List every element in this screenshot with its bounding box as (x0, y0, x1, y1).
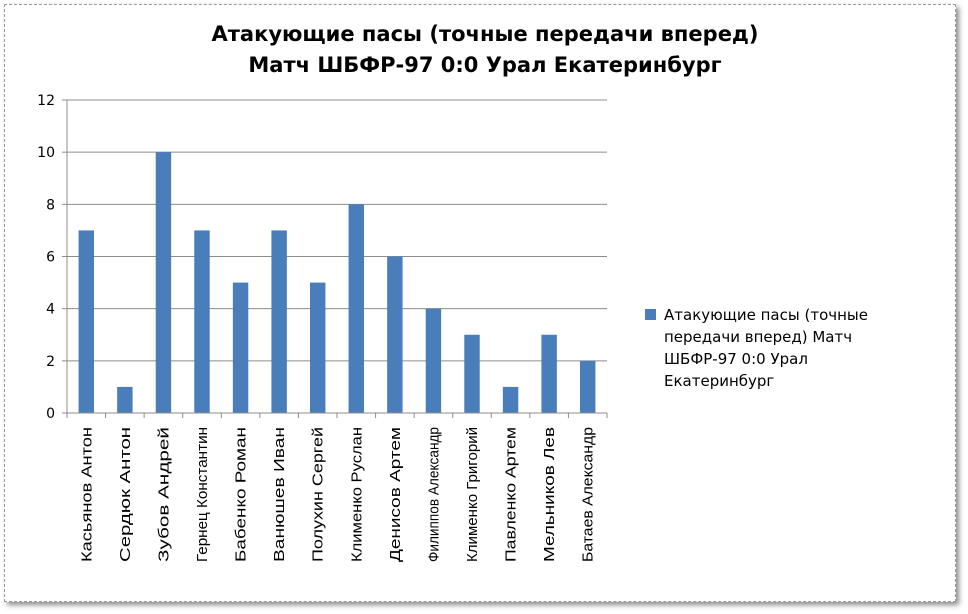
x-category-label: Касьянов Антон (78, 427, 95, 562)
bar (78, 230, 94, 413)
x-axis-category-labels: Касьянов Антон Сердюк Антон Зубов Андрей Ге… (78, 427, 596, 562)
x-category-label: Филиппов Александр (425, 427, 442, 562)
bar (348, 204, 364, 413)
bar (232, 282, 249, 413)
y-axis-tick-labels: 0 2 4 6 8 10 12 (37, 93, 55, 422)
x-category-label: Клименко Григорий (464, 427, 481, 562)
y-tick-label: 2 (46, 354, 55, 370)
bar (155, 152, 172, 413)
bar (117, 386, 133, 413)
x-category-label: Павленко Артем (503, 427, 520, 562)
y-tick-label: 6 (46, 250, 55, 266)
bar (502, 386, 519, 413)
y-tick-label: 10 (37, 145, 55, 161)
bar (580, 360, 596, 413)
x-category-label: Денисов Артем (387, 427, 404, 562)
bars (78, 152, 596, 413)
y-tick-label: 12 (37, 93, 55, 109)
x-category-label: Батаев Александр (580, 427, 597, 562)
x-category-label: Мельников Лев (541, 427, 558, 562)
bar (425, 308, 442, 413)
y-tick-label: 4 (46, 302, 55, 318)
x-category-label: Зубов Андрей (155, 427, 172, 562)
axes (66, 100, 608, 418)
chart-subtitle: Матч ШБФР-97 0:0 Урал Екатеринбург (248, 53, 721, 77)
bar (464, 334, 480, 413)
x-category-label: Сердюк Антон (117, 427, 134, 562)
x-category-label: Бабенко Роман (233, 427, 250, 562)
bar (194, 230, 210, 413)
bar (541, 334, 557, 413)
x-category-label: Ванюшев Иван (271, 427, 288, 562)
chart-title: Атакующие пасы (точные передачи вперед) (211, 22, 758, 46)
legend: Атакующие пасы (точные передачи вперед) М… (645, 306, 868, 390)
legend-label-line: ШБФР-97 0:0 Урал (664, 350, 808, 368)
legend-label-line: Екатеринбург (664, 372, 774, 390)
chart-frame: Атакующие пасы (точные передачи вперед) … (4, 4, 956, 602)
bar-chart: Атакующие пасы (точные передачи вперед) … (37, 22, 868, 562)
bar (310, 282, 326, 413)
bar (387, 256, 403, 413)
x-category-label: Гернец Константин (194, 427, 211, 562)
legend-swatch (645, 309, 656, 320)
y-tick-label: 0 (46, 406, 55, 422)
gridlines (62, 99, 607, 414)
legend-label-line: передачи вперед) Матч (664, 328, 852, 346)
x-category-label: Полухин Сергей (310, 427, 327, 562)
legend-label: Атакующие пасы (точные передачи вперед) М… (664, 306, 868, 390)
x-category-label: Клименко Руслан (348, 427, 365, 562)
y-tick-label: 8 (46, 197, 55, 213)
bar (271, 230, 287, 413)
legend-label-line: Атакующие пасы (точные (664, 306, 868, 324)
